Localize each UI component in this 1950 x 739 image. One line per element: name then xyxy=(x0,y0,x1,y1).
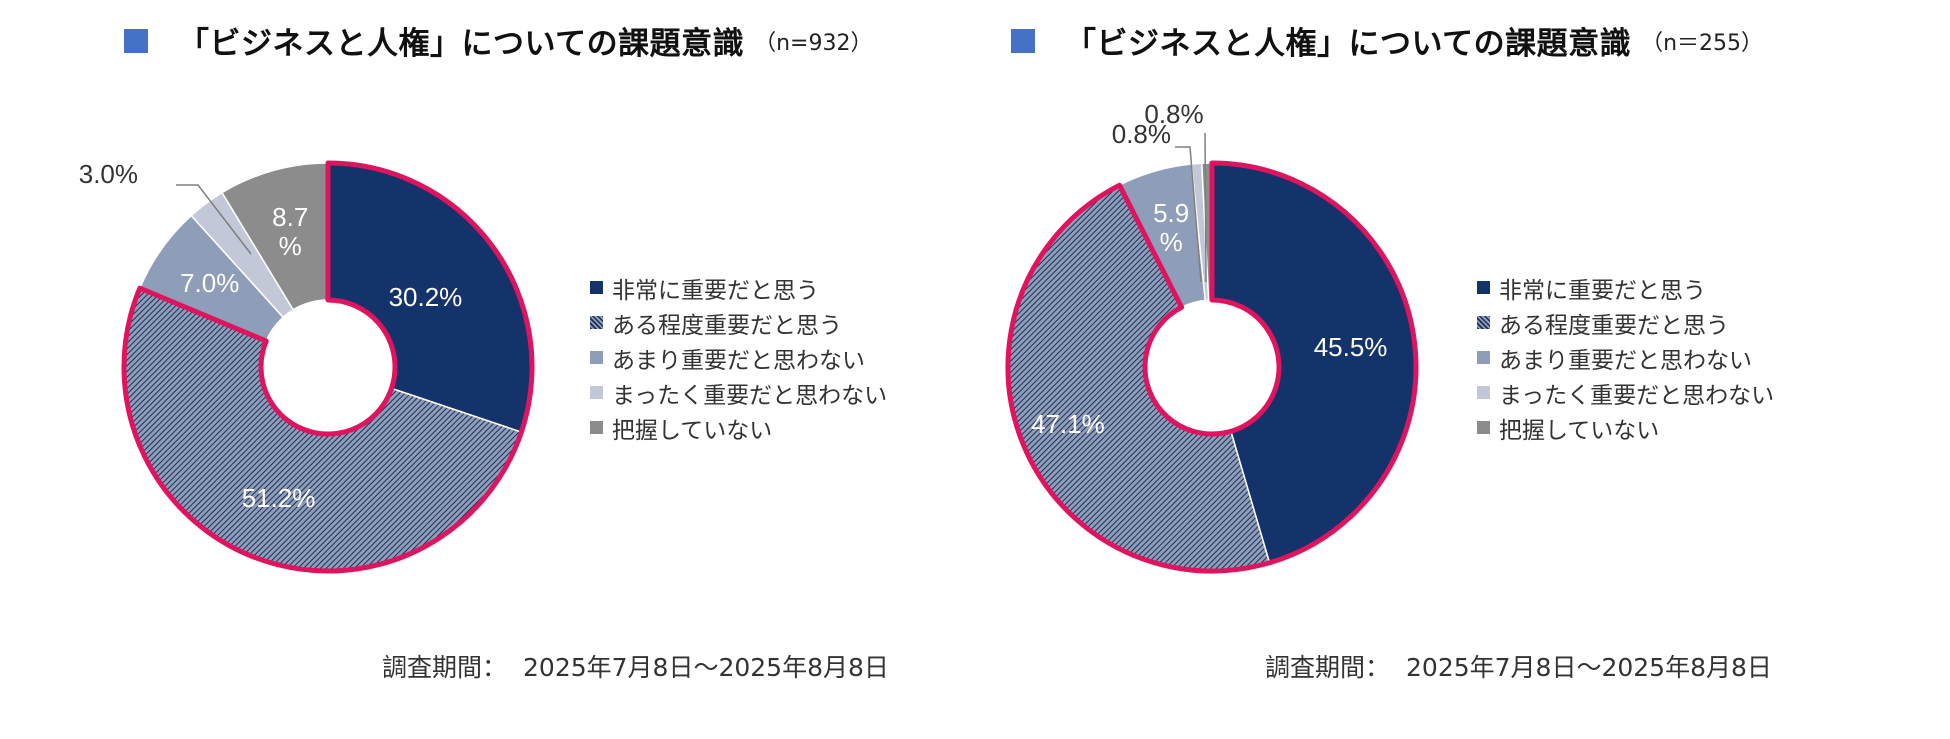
leader-line xyxy=(176,184,252,255)
survey-period: 調査期間： 2025年7月8日～2025年8月8日 xyxy=(382,648,889,684)
legend-label: 把握していない xyxy=(612,417,773,444)
legend: 非常に重要だと思う ある程度重要だと思う あまり重要だと思わない まったく重要だ… xyxy=(590,270,887,445)
chart-title: 「ビジネスと人権」についての課題意識 xyxy=(178,26,745,62)
data-label: 8.7% xyxy=(272,202,308,261)
legend-label: 把握していない xyxy=(1499,417,1660,444)
legend-item: ある程度重要だと思う xyxy=(1477,305,1774,340)
chart-panel-right: 「ビジネスと人権」についての課題意識 （n＝255） 45.5% 47.1% 5.9… xyxy=(975,0,1950,739)
data-label: 45.5% xyxy=(1314,332,1388,362)
legend-swatch xyxy=(590,281,603,294)
data-label: 47.1% xyxy=(1031,409,1105,439)
square-bullet-icon xyxy=(124,28,148,53)
survey-period: 調査期間： 2025年7月8日～2025年8月8日 xyxy=(1265,648,1772,684)
data-label: 0.8% xyxy=(1144,99,1203,129)
legend-label: ある程度重要だと思う xyxy=(612,312,842,339)
data-label: 3.0% xyxy=(79,159,138,189)
legend-item: ある程度重要だと思う xyxy=(590,305,887,340)
donut-chart: 30.2% 51.2% 7.0% 3.0% 8.7% xyxy=(79,159,535,574)
chart-panel-left: 「ビジネスと人権」についての課題意識 （n=932） 30.2% 51.2% 7.0… xyxy=(79,18,889,684)
legend-item: 把握していない xyxy=(590,410,887,445)
legend-swatch xyxy=(1477,386,1490,399)
legend-label: 非常に重要だと思う xyxy=(1499,277,1706,304)
chart-title-row: 「ビジネスと人権」についての課題意識 （n=932） xyxy=(124,18,872,63)
legend-item: 非常に重要だと思う xyxy=(590,270,887,305)
legend-swatch xyxy=(1477,351,1490,364)
chart-title-row: 「ビジネスと人権」についての課題意識 （n＝255） xyxy=(1011,18,1763,63)
legend-swatch xyxy=(590,316,603,329)
survey-period-label: 調査期間： xyxy=(382,653,508,682)
legend-item: 把握していない xyxy=(1477,410,1774,445)
legend-item: あまり重要だと思わない xyxy=(1477,340,1774,375)
highlight-outline xyxy=(121,160,535,574)
legend-swatch xyxy=(590,386,603,399)
data-label: 5.9% xyxy=(1153,198,1189,257)
legend-label: あまり重要だと思わない xyxy=(612,347,865,374)
legend-item: あまり重要だと思わない xyxy=(590,340,887,375)
sample-size-label: （n＝255） xyxy=(1641,30,1764,56)
survey-period-value: 2025年7月8日～2025年8月8日 xyxy=(523,653,889,682)
legend: 非常に重要だと思う ある程度重要だと思う あまり重要だと思わない まったく重要だ… xyxy=(1477,270,1774,445)
square-bullet-icon xyxy=(1011,28,1035,53)
legend-label: ある程度重要だと思う xyxy=(1499,312,1729,339)
legend-swatch xyxy=(1477,421,1490,434)
legend-swatch xyxy=(1477,281,1490,294)
legend-item: 非常に重要だと思う xyxy=(1477,270,1774,305)
legend-label: まったく重要だと思わない xyxy=(1499,382,1775,409)
survey-period-value: 2025年7月8日～2025年8月8日 xyxy=(1406,653,1772,682)
data-label: 0.8% xyxy=(1112,119,1171,149)
highlight-outline xyxy=(1005,160,1419,574)
data-label: 51.2% xyxy=(242,483,316,513)
donut-chart: 45.5% 47.1% 5.9 % 0.8%0.8% xyxy=(1005,99,1419,574)
legend-swatch xyxy=(1477,316,1490,329)
data-label: 7.0% xyxy=(180,268,239,298)
legend-swatch xyxy=(590,421,603,434)
leader-line xyxy=(1175,146,1202,283)
leader-line xyxy=(1204,132,1207,283)
survey-period-label: 調査期間： xyxy=(1265,653,1391,682)
legend-label: 非常に重要だと思う xyxy=(612,277,819,304)
sample-size-label: （n=932） xyxy=(754,30,873,56)
data-label: 30.2% xyxy=(389,282,463,312)
legend-label: あまり重要だと思わない xyxy=(1499,347,1752,374)
legend-swatch xyxy=(590,351,603,364)
chart-title: 「ビジネスと人権」についての課題意識 xyxy=(1065,26,1632,62)
legend-label: まったく重要だと思わない xyxy=(612,382,888,409)
legend-item: まったく重要だと思わない xyxy=(590,375,887,410)
legend-item: まったく重要だと思わない xyxy=(1477,375,1774,410)
